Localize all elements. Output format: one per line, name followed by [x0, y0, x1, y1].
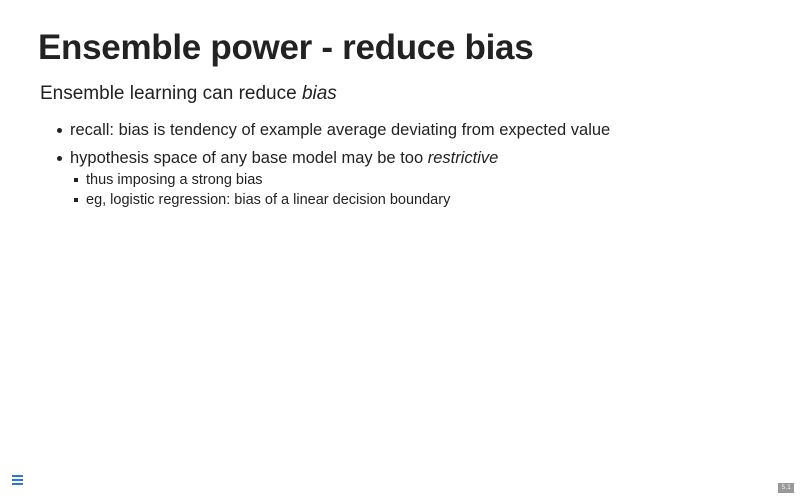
bullet-item: recall: bias is tendency of example aver…	[56, 118, 610, 142]
bullet-list: recall: bias is tendency of example aver…	[56, 118, 610, 210]
slide-number: 5.1	[778, 483, 794, 493]
bullet-text: hypothesis space of any base model may b…	[70, 149, 428, 167]
sub-bullet-list: thus imposing a strong bias eg, logistic…	[70, 170, 610, 210]
lead-text-emphasis: bias	[301, 83, 337, 104]
slide-title: Ensemble power - reduce bias	[38, 28, 534, 67]
sub-bullet-item: thus imposing a strong bias	[70, 170, 610, 190]
bullet-emphasis: restrictive	[427, 149, 499, 167]
sub-bullet-item: eg, logistic regression: bias of a linea…	[70, 190, 610, 210]
bullet-text: recall: bias is tendency of example aver…	[70, 121, 611, 139]
lead-text: Ensemble learning can reduce bias	[40, 83, 337, 105]
bullet-item: hypothesis space of any base model may b…	[56, 146, 610, 210]
lead-text-plain: Ensemble learning can reduce	[40, 83, 302, 104]
hamburger-menu-icon[interactable]	[12, 475, 24, 485]
